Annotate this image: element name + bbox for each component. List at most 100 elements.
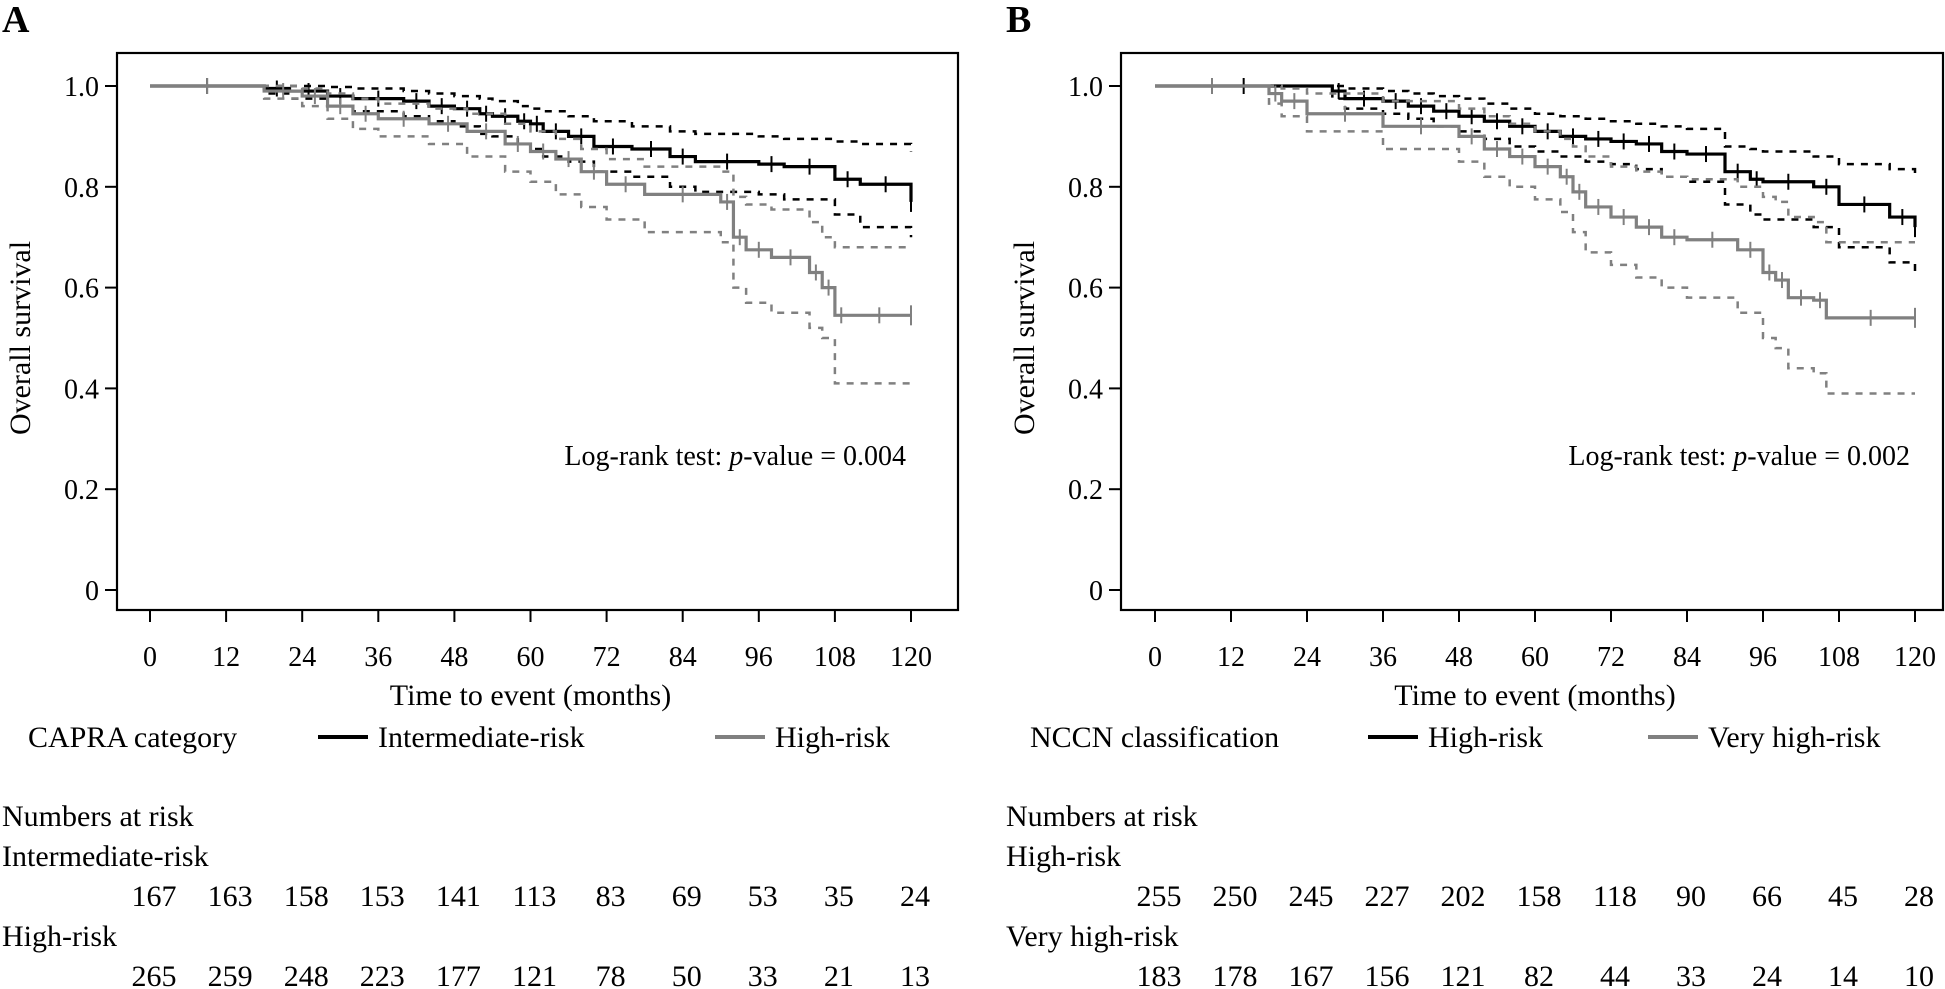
km-panel-a: A 0 0.2 0.4 0.6 0.8 1.0 0 12 24 36 48 60 72 84 96 108 120… <box>2 0 960 989</box>
risk-count: 156 <box>1365 960 1410 989</box>
ci-upper-line <box>150 84 913 152</box>
risk-count: 53 <box>748 880 778 913</box>
risk-count: 69 <box>672 880 702 913</box>
risk-count: 33 <box>748 960 778 989</box>
risk-count: 141 <box>436 880 481 913</box>
plot-frame <box>1119 51 1945 612</box>
km-series-high-risk <box>150 78 912 385</box>
risk-count: 250 <box>1213 880 1258 913</box>
risk-count: 202 <box>1441 880 1486 913</box>
numbers-at-risk-table: Numbers at risk Intermediate-risk 167 163 15… <box>2 800 930 989</box>
risk-group-label: High-risk <box>2 920 117 953</box>
x-tick-label: 48 <box>440 642 468 673</box>
plot-frame <box>115 51 960 612</box>
risk-count: 223 <box>360 960 405 989</box>
legend-label: High-risk <box>775 721 890 754</box>
log-rank-annotation: Log-rank test: p-value = 0.002 <box>1568 441 1910 472</box>
risk-count: 21 <box>824 960 854 989</box>
x-tick-label: 120 <box>1894 642 1936 673</box>
risk-count: 82 <box>1524 960 1554 989</box>
km-series-very-high-risk <box>1155 78 1916 395</box>
km-series-high-risk <box>1155 78 1917 278</box>
risk-count: 10 <box>1904 960 1934 989</box>
x-tick-label: 96 <box>1749 642 1777 673</box>
y-tick-label: 0.8 <box>64 173 99 204</box>
x-tick-label: 48 <box>1445 642 1473 673</box>
risk-count: 158 <box>1517 880 1562 913</box>
x-tick-label: 60 <box>1521 642 1549 673</box>
x-axis-title: Time to event (months) <box>1394 679 1675 712</box>
y-tick-label: 0.2 <box>1068 475 1103 506</box>
survival-curve <box>150 84 911 317</box>
legend-title: NCCN classification <box>1030 721 1279 754</box>
y-tick-label: 0.2 <box>64 475 99 506</box>
x-tick-label: 36 <box>364 642 392 673</box>
y-tick-label: 0.6 <box>64 274 99 305</box>
risk-count: 28 <box>1904 880 1934 913</box>
x-tick-label: 108 <box>814 642 856 673</box>
survival-curve <box>1155 84 1917 228</box>
risk-count: 183 <box>1137 960 1182 989</box>
y-tick-label: 0.4 <box>1068 374 1103 405</box>
y-tick-label: 1.0 <box>1068 72 1103 103</box>
km-series-intermediate-risk <box>150 78 913 238</box>
risk-count: 177 <box>436 960 481 989</box>
ci-lower-line <box>1155 84 1917 278</box>
risk-count: 24 <box>1752 960 1782 989</box>
risk-count: 118 <box>1593 880 1637 913</box>
risk-count: 33 <box>1676 960 1706 989</box>
panel-letter: B <box>1006 0 1031 41</box>
y-tick-label: 0 <box>85 576 99 607</box>
risk-count: 255 <box>1137 880 1182 913</box>
risk-group-label: Intermediate-risk <box>2 840 209 873</box>
risk-count: 78 <box>596 960 626 989</box>
panel-letter: A <box>2 0 30 41</box>
ci-upper-line <box>150 84 911 249</box>
y-tick-label: 0.4 <box>64 374 99 405</box>
ci-lower-line <box>150 84 913 238</box>
risk-count: 248 <box>284 960 329 989</box>
x-tick-label: 24 <box>288 642 316 673</box>
risk-count: 45 <box>1828 880 1858 913</box>
legend-label: Intermediate-risk <box>378 721 585 754</box>
km-panel-b: B 0 0.2 0.4 0.6 0.8 1.0 0 12 24 36 48 60 72 84 96 108 120… <box>1006 0 1945 989</box>
risk-count: 265 <box>132 960 177 989</box>
numbers-at-risk-title: Numbers at risk <box>1006 800 1198 833</box>
risk-count: 50 <box>672 960 702 989</box>
legend-title: CAPRA category <box>28 721 237 754</box>
risk-count: 163 <box>208 880 253 913</box>
risk-count: 14 <box>1828 960 1858 989</box>
legend: NCCN classification High-risk Very high-ri… <box>1030 721 1880 754</box>
x-tick-label: 84 <box>1673 642 1701 673</box>
risk-count: 83 <box>596 880 626 913</box>
risk-count: 24 <box>900 880 930 913</box>
y-tick-label: 0.6 <box>1068 274 1103 305</box>
y-axis-title: Overall survival <box>1008 241 1041 435</box>
x-tick-label: 12 <box>212 642 240 673</box>
y-tick-label: 0.8 <box>1068 173 1103 204</box>
x-tick-label: 12 <box>1217 642 1245 673</box>
risk-count: 13 <box>900 960 930 989</box>
x-tick-label: 0 <box>143 642 157 673</box>
risk-count: 259 <box>208 960 253 989</box>
x-tick-label: 72 <box>593 642 621 673</box>
risk-count: 121 <box>512 960 557 989</box>
risk-count: 167 <box>1289 960 1334 989</box>
risk-count: 113 <box>513 880 557 913</box>
legend: CAPRA category Intermediate-risk High-risk <box>28 721 890 754</box>
legend-label: Very high-risk <box>1708 721 1880 754</box>
ci-upper-line <box>1155 84 1915 244</box>
risk-group-label: High-risk <box>1006 840 1121 873</box>
risk-count: 121 <box>1441 960 1486 989</box>
risk-count: 44 <box>1600 960 1630 989</box>
x-tick-label: 108 <box>1818 642 1860 673</box>
risk-count: 153 <box>360 880 405 913</box>
numbers-at-risk-table: Numbers at risk High-risk 255 250 245 227 202 1… <box>1006 800 1934 989</box>
x-tick-label: 72 <box>1597 642 1625 673</box>
y-tick-label: 1.0 <box>64 72 99 103</box>
legend-label: High-risk <box>1428 721 1543 754</box>
x-tick-label: 84 <box>669 642 697 673</box>
risk-count: 245 <box>1289 880 1334 913</box>
x-tick-label: 36 <box>1369 642 1397 673</box>
